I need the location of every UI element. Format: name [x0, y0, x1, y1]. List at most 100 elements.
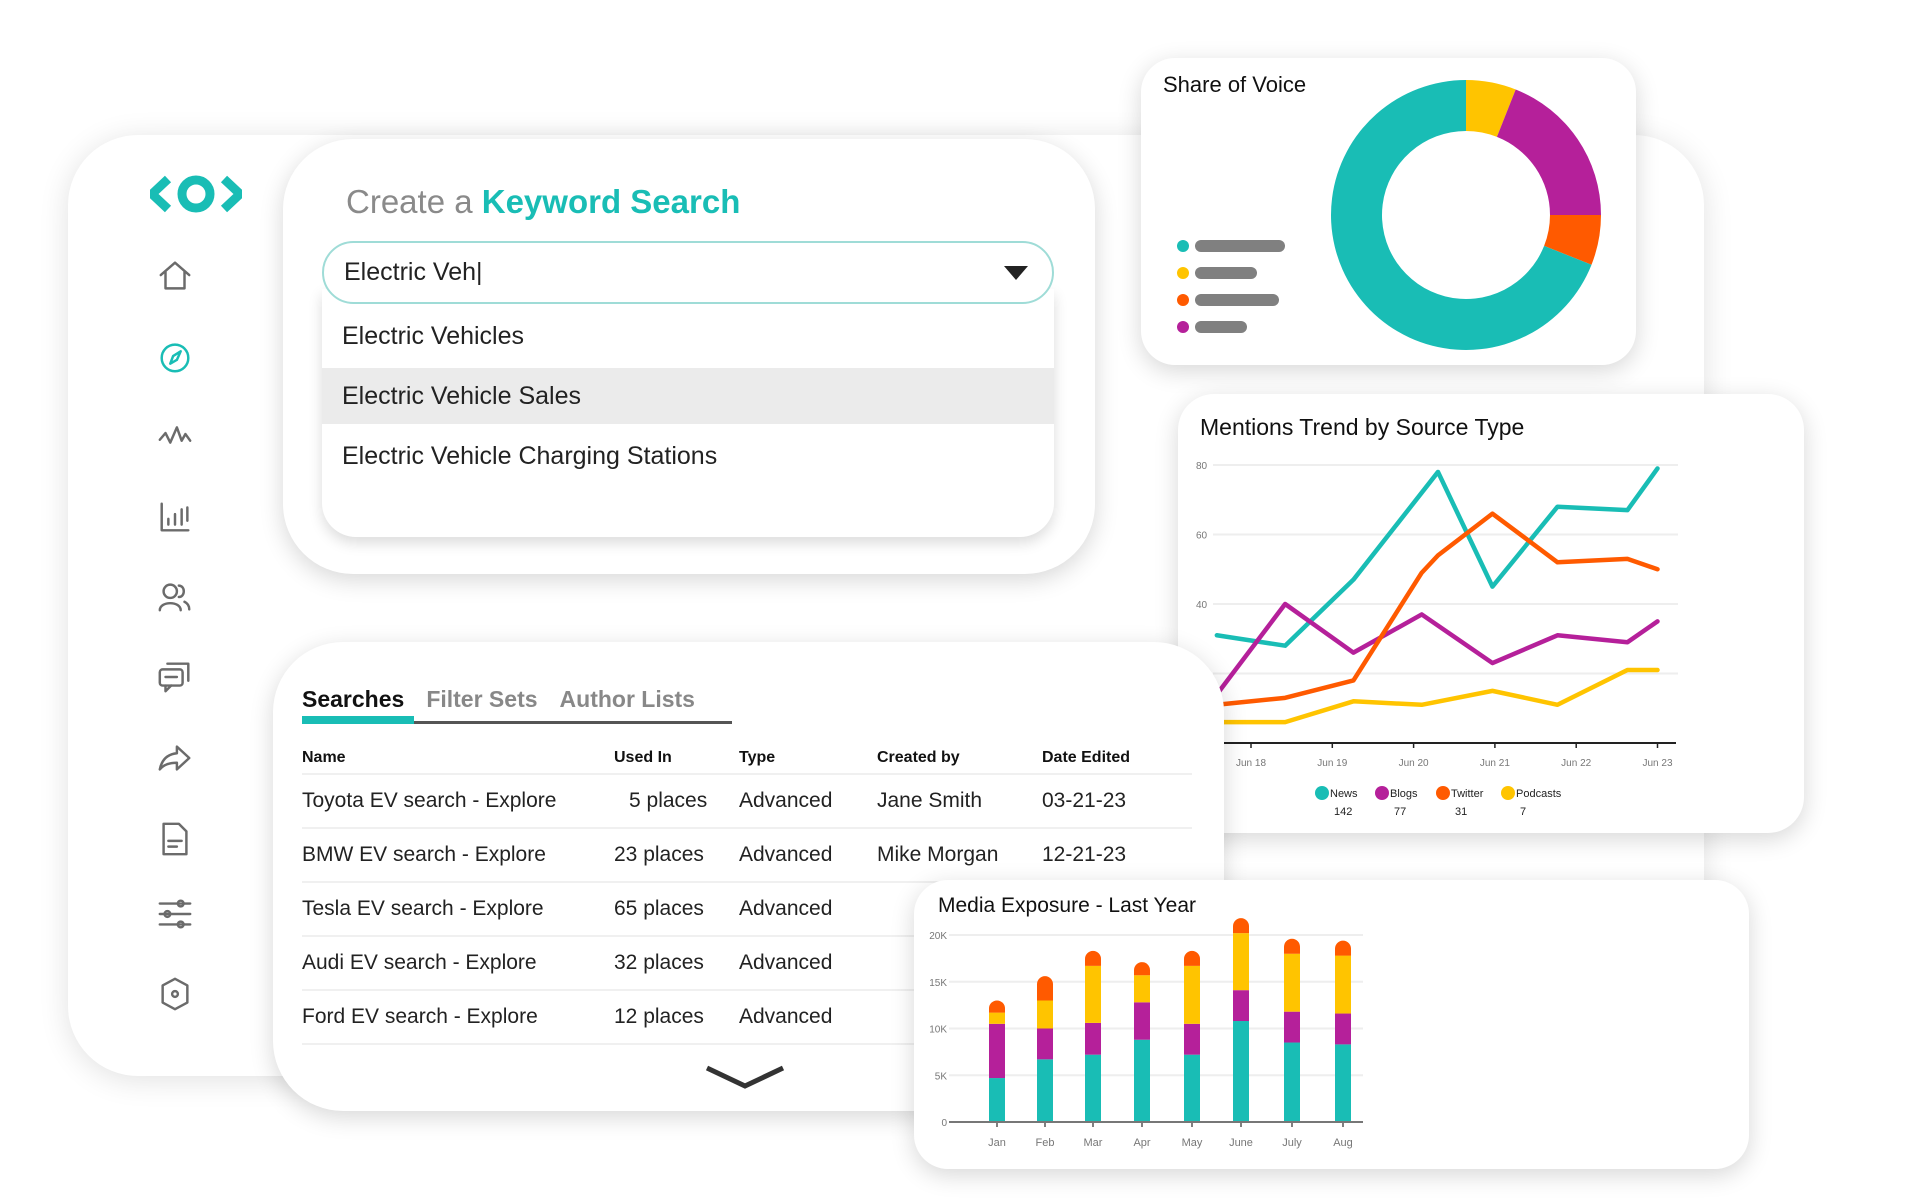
x-tick-label: Mar — [1084, 1137, 1103, 1149]
bar-segment — [1037, 1028, 1053, 1060]
input-value: Electric Veh| — [344, 258, 483, 286]
chat-icon — [158, 662, 190, 693]
bar-segment — [1233, 990, 1249, 1022]
table-row[interactable]: Toyota EV search - Explore 5 places Advanc… — [302, 774, 1192, 829]
bar-segment — [1037, 976, 1053, 1001]
tab-filter-sets[interactable]: Filter Sets — [426, 686, 538, 712]
keyword-search-input[interactable]: Electric Veh| — [322, 241, 1054, 304]
suggestion-option[interactable]: Electric Vehicle Charging Stations — [342, 441, 718, 470]
sidebar-item-home[interactable] — [153, 254, 197, 298]
series-line-podcasts — [1214, 667, 1660, 725]
legend-dot — [1436, 786, 1450, 800]
chevron-down-icon[interactable] — [703, 1062, 787, 1092]
x-tick-label: May — [1182, 1137, 1203, 1149]
home-icon — [159, 261, 191, 290]
bar-segment — [1284, 1042, 1300, 1122]
x-tick-label: Jun 19 — [1317, 758, 1347, 769]
bar-segment — [1284, 938, 1300, 954]
legend-placeholder-bar — [1195, 294, 1279, 306]
sidebar-item-analytics[interactable] — [153, 495, 197, 539]
legend-total: 7 — [1520, 806, 1526, 818]
date-edited: 12-21-23 — [1042, 828, 1192, 883]
table-row[interactable]: BMW EV search - Explore 23 places Advanced… — [302, 828, 1192, 883]
bar-segment — [1134, 962, 1150, 976]
dropdown-caret-icon[interactable] — [1004, 266, 1028, 280]
legend-dot — [1501, 786, 1515, 800]
searches-table: Name Used In Type Created by Date Edited… — [302, 742, 1192, 1045]
bar-segment — [1284, 1011, 1300, 1043]
legend-placeholder-bar — [1195, 321, 1247, 333]
bar-segment — [1184, 1023, 1200, 1055]
legend-label: Podcasts — [1516, 788, 1562, 800]
share-of-voice-card: Share of Voice — [1141, 58, 1636, 365]
x-tick-label: Jun 18 — [1236, 758, 1266, 769]
bar-segment — [989, 1023, 1005, 1079]
bar-segment — [989, 1000, 1005, 1013]
bar-segment — [1134, 1039, 1150, 1122]
column-header-type[interactable]: Type — [739, 742, 877, 775]
bar-segment — [1134, 1002, 1150, 1040]
column-header-date-edited[interactable]: Date Edited — [1042, 742, 1192, 775]
sidebar-item-reports[interactable] — [153, 817, 197, 861]
bar-segment — [1335, 955, 1351, 1014]
bar-segment — [989, 1078, 1005, 1122]
created-by: Jane Smith — [877, 774, 1042, 829]
y-tick-label: 0 — [941, 1118, 947, 1129]
mentions-trend-title: Mentions Trend by Source Type — [1200, 414, 1525, 440]
sliders-icon — [158, 899, 192, 929]
pulse-icon — [158, 426, 192, 444]
users-icon — [158, 583, 191, 612]
sidebar-item-audience[interactable] — [153, 575, 197, 619]
column-header-name[interactable]: Name — [302, 742, 602, 775]
table-row[interactable]: Ford EV search - Explore 12 places Advance… — [302, 990, 1192, 1045]
series-line-twitter — [1214, 511, 1660, 708]
legend-total: 77 — [1394, 806, 1406, 818]
type: Advanced — [739, 882, 877, 937]
series-line-blogs — [1214, 601, 1660, 697]
x-tick-label: Jun 22 — [1561, 758, 1591, 769]
legend-dot — [1375, 786, 1389, 800]
share-arrow-icon — [158, 745, 191, 771]
legend-dot — [1315, 786, 1329, 800]
tab-searches[interactable]: Searches — [302, 684, 415, 724]
search-name: Tesla EV search - Explore — [302, 882, 602, 937]
legend-placeholder-bar — [1195, 240, 1285, 252]
media-exposure-card: Media Exposure - Last Year 0 5K 10K 15K 20K J… — [914, 880, 1749, 1169]
sidebar-item-share[interactable] — [153, 736, 197, 780]
y-tick-label: 80 — [1196, 461, 1208, 472]
bar-segment — [1284, 953, 1300, 1012]
donut-slice — [1331, 80, 1592, 350]
sidebar-item-filters[interactable] — [153, 892, 197, 936]
keyword-search-card: Create a Keyword Search Electric Vehicle… — [283, 139, 1095, 574]
bar-segment — [1233, 1021, 1249, 1122]
bar-segment — [1335, 1013, 1351, 1045]
legend-placeholder-bar — [1195, 267, 1257, 279]
type: Advanced — [739, 936, 877, 991]
media-exposure-title: Media Exposure - Last Year — [938, 894, 1196, 917]
bar-segment — [1184, 965, 1200, 1024]
legend-dot — [1177, 321, 1189, 333]
sidebar-item-monitor[interactable] — [153, 413, 197, 457]
searches-tabs: Searches Filter Sets Author Lists — [302, 684, 732, 724]
search-name: BMW EV search - Explore — [302, 828, 602, 883]
sidebar-item-explore[interactable] — [153, 335, 197, 379]
share-of-voice-title: Share of Voice — [1163, 72, 1307, 97]
suggestion-option[interactable]: Electric Vehicles — [342, 321, 525, 350]
keyword-search-title: Create a Keyword Search — [346, 183, 740, 221]
tab-author-lists[interactable]: Author Lists — [559, 686, 695, 712]
bar-segment — [1184, 1054, 1200, 1122]
donut-slice — [1466, 80, 1516, 137]
sidebar-item-settings[interactable] — [153, 972, 197, 1016]
suggestion-option-highlighted[interactable]: Electric Vehicle Sales — [322, 368, 1054, 424]
share-of-voice-donut — [1177, 80, 1601, 350]
title-prefix: Create a — [346, 183, 482, 220]
column-header-used-in[interactable]: Used In — [602, 742, 739, 775]
sidebar-item-conversations[interactable] — [153, 655, 197, 699]
x-tick-label: Jun 21 — [1480, 758, 1510, 769]
y-tick-label: 20K — [929, 931, 947, 942]
y-tick-label: 40 — [1196, 600, 1208, 611]
series-line-news — [1214, 466, 1660, 648]
logo-eye-icon — [150, 175, 242, 213]
column-header-created-by[interactable]: Created by — [877, 742, 1042, 775]
legend-label: Twitter — [1451, 788, 1484, 800]
